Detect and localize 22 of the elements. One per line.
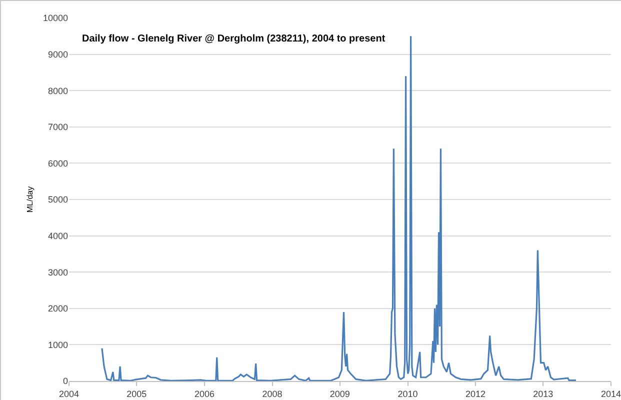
y-tick-label: 4000 <box>48 230 68 241</box>
y-tick-label: 2000 <box>48 304 68 314</box>
y-axis-title: ML/day <box>26 186 35 213</box>
y-tick-label: 5000 <box>48 194 68 205</box>
y-tick-label: 6000 <box>48 158 68 168</box>
y-tick-label: 9000 <box>48 49 68 60</box>
y-tick-label: 8000 <box>48 86 68 96</box>
y-tick-label: 0 <box>62 376 68 386</box>
text: Daily flow - Glenelg River @ Dergholm (238211), 2004 to present <box>82 33 386 44</box>
x-tick-label: 2013 <box>533 388 554 399</box>
x-tick-label: 2008 <box>262 388 282 399</box>
y-tick-label: 3000 <box>48 267 68 278</box>
x-tick-label: 2005 <box>126 388 147 399</box>
x-tick-label: 2014 <box>600 388 621 399</box>
y-tick-label: 1000 <box>48 340 68 350</box>
y-tick-label: 10000 <box>42 13 68 24</box>
x-tick-label: 2009 <box>330 388 350 399</box>
x-tick-label: 2004 <box>58 388 80 399</box>
x-tick-label: 2006 <box>194 388 215 399</box>
y-tick-label: 7000 <box>48 122 68 132</box>
x-tick-label: 2010 <box>398 388 418 399</box>
x-tick-label: 2012 <box>465 388 486 399</box>
